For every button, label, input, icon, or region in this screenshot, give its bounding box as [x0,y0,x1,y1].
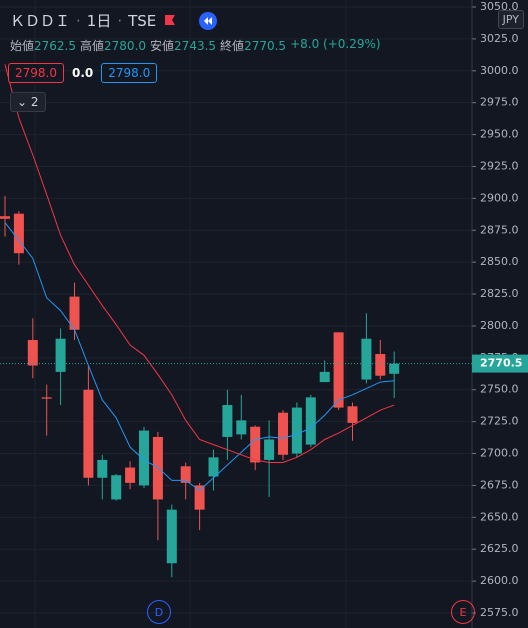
candle-body [125,467,136,483]
candle-body [41,397,52,399]
collapse-toggle[interactable]: ⌄ 2 [10,92,46,112]
flag-icon[interactable] [162,13,178,29]
candle-body [333,332,344,408]
y-tick-label: 2600.0 [480,574,519,587]
ohlc-legend: 始値2762.5 高値2780.0 安値2743.5 終値2770.5 +8.0 (+0… [10,37,381,54]
indicator-value: 2798.0 [8,63,64,83]
candle-body [139,430,149,486]
ohlc-item: 始値2762.5 [10,37,76,54]
currency[interactable]: JPY [497,10,524,29]
candle-body [180,466,191,483]
candle-body [222,405,233,437]
y-tick-label: 2750.0 [480,383,519,396]
y-tick-label: 2625.0 [480,542,519,555]
separator: · [76,11,81,30]
candle-body [208,457,219,477]
y-tick-label: 2875.0 [480,223,519,236]
y-tick-label: 2850.0 [480,255,519,268]
candle-body [111,475,122,500]
y-tick-label: 2825.0 [480,287,519,300]
candle-body [291,407,302,454]
candle-body [69,296,80,330]
ohlc-item: 安値2743.5 [150,37,216,54]
y-tick-label: 2725.0 [480,415,519,428]
y-tick-label: 2700.0 [480,447,519,460]
candle-body [278,412,288,455]
event-marker[interactable]: D [147,600,171,624]
last-price-box [472,354,528,373]
last-price-label: 2770.5 [480,357,522,370]
y-tick-label: 3050.0 [480,0,519,13]
ohlc-label: 高値 [80,39,105,53]
y-tick-label: 2925.0 [480,159,519,172]
moving-average [4,222,395,492]
exchange: TSE [128,11,157,30]
event-marker[interactable]: E [451,600,475,624]
ohlc-item: 終値2770.5 [220,37,286,54]
y-tick-label: 3025.0 [480,32,519,45]
y-tick-label: 2575.0 [480,606,519,619]
ohlc-value: 2743.5 [174,39,217,53]
symbol-bar: ＫＤＤＩ · 1日 · TSE [10,10,218,31]
candle-body [250,426,261,463]
candle-body [375,354,386,376]
indicator-value: 2798.0 [101,63,158,83]
interval[interactable]: 1日 [86,12,112,30]
candle-body [389,363,400,374]
ohlc-value: 2780.0 [104,39,147,53]
ohlc-value: 2770.5 [244,39,287,53]
candle-body [236,420,247,435]
ohlc-label: 安値 [150,39,175,53]
candle-body [347,406,358,423]
chevron: ⌄ [17,95,31,109]
y-tick-label: 2800.0 [480,319,519,332]
candle-body [27,339,38,366]
candle-body [194,485,205,510]
moving-average [4,64,395,463]
indicator-legend: 2798.0 0.0 2798.0 [8,63,158,83]
separator: · [117,11,123,30]
y-tick-label: 2975.0 [480,96,519,109]
candle-body [305,397,316,445]
ohlc-label: 終値 [220,39,245,53]
candle-body [0,216,10,219]
candle-body [97,459,108,478]
candle-body [319,371,330,383]
y-tick-label: 3000.0 [480,64,519,77]
candle-body [264,439,275,460]
symbol[interactable]: ＫＤＤＩ [10,12,71,30]
change: +8.0 (+0.29%) [290,37,381,51]
y-tick-label: 2675.0 [480,478,519,491]
ohlc-value: 2762.5 [34,39,77,53]
candle-body [361,338,372,380]
collapsed-count: 2 [30,95,39,109]
y-tick-label: 2950.0 [480,128,519,141]
indicator-value: 0.0 [72,66,94,80]
y-tick-label: 2900.0 [480,191,519,204]
candle-body [83,389,94,478]
candle-body [55,338,66,372]
candle-body [166,509,177,564]
y-tick-label: 2650.0 [480,510,519,523]
ohlc-label: 始値 [10,39,35,53]
replay-button[interactable] [198,11,218,31]
candle-body [13,213,24,254]
ohlc-item: 高値2780.0 [80,37,146,54]
